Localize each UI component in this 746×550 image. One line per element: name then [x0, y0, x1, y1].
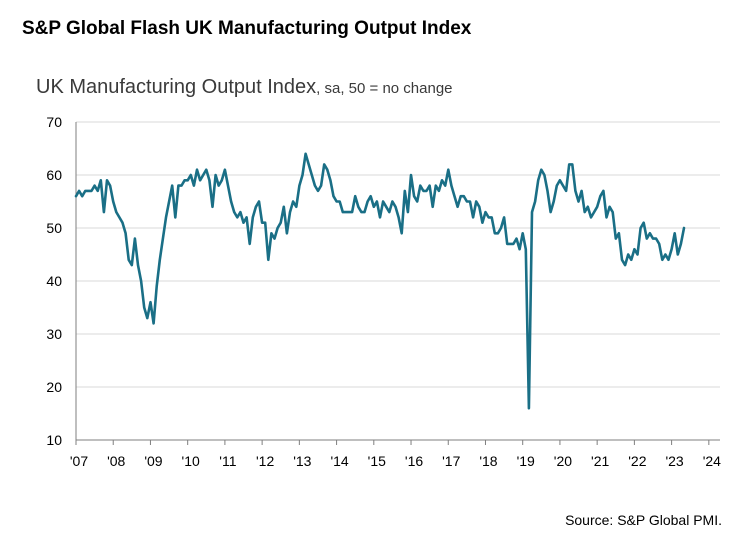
- x-tick-label: '22: [628, 453, 646, 469]
- y-tick-label: 70: [46, 114, 62, 130]
- x-tick-label: '07: [70, 453, 88, 469]
- y-tick-label: 10: [46, 432, 62, 448]
- x-tick-label: '23: [665, 453, 683, 469]
- x-tick-label: '20: [554, 453, 572, 469]
- x-tick-label: '14: [330, 453, 348, 469]
- x-tick-label: '12: [256, 453, 274, 469]
- series-line: [74, 152, 686, 410]
- x-tick-label: '15: [368, 453, 386, 469]
- grid: [76, 121, 720, 388]
- chart-title: UK Manufacturing Output Index: [36, 76, 317, 98]
- y-tick-label: 40: [46, 273, 62, 289]
- x-tick-label: '13: [293, 453, 311, 469]
- x-tick-label: '24: [703, 453, 721, 469]
- source-note: Source: S&P Global PMI.: [565, 512, 722, 528]
- chart-heading: UK Manufacturing Output Index, sa, 50 = …: [36, 76, 453, 99]
- y-tick-label: 30: [46, 326, 62, 342]
- x-tick-label: '11: [219, 453, 236, 469]
- axes: 10 20 30 40 50 60 70 '07 '08 '09 '10 '11 '12 '13 '14 '1…: [46, 114, 721, 469]
- x-tick-label: '09: [144, 453, 162, 469]
- x-tick-label: '08: [107, 453, 125, 469]
- x-tick-label: '18: [479, 453, 497, 469]
- x-tick-label: '10: [182, 453, 200, 469]
- x-tick-label: '21: [591, 453, 609, 469]
- x-tick-label: '19: [517, 453, 535, 469]
- y-tick-label: 20: [46, 379, 62, 395]
- y-tick-label: 50: [46, 220, 62, 236]
- x-tick-label: '17: [442, 453, 460, 469]
- page-title: S&P Global Flash UK Manufacturing Output…: [22, 18, 472, 39]
- series-layer: [74, 152, 686, 410]
- x-tick-label: '16: [405, 453, 423, 469]
- y-tick-label: 60: [46, 167, 62, 183]
- chart-subtitle: , sa, 50 = no change: [316, 80, 453, 97]
